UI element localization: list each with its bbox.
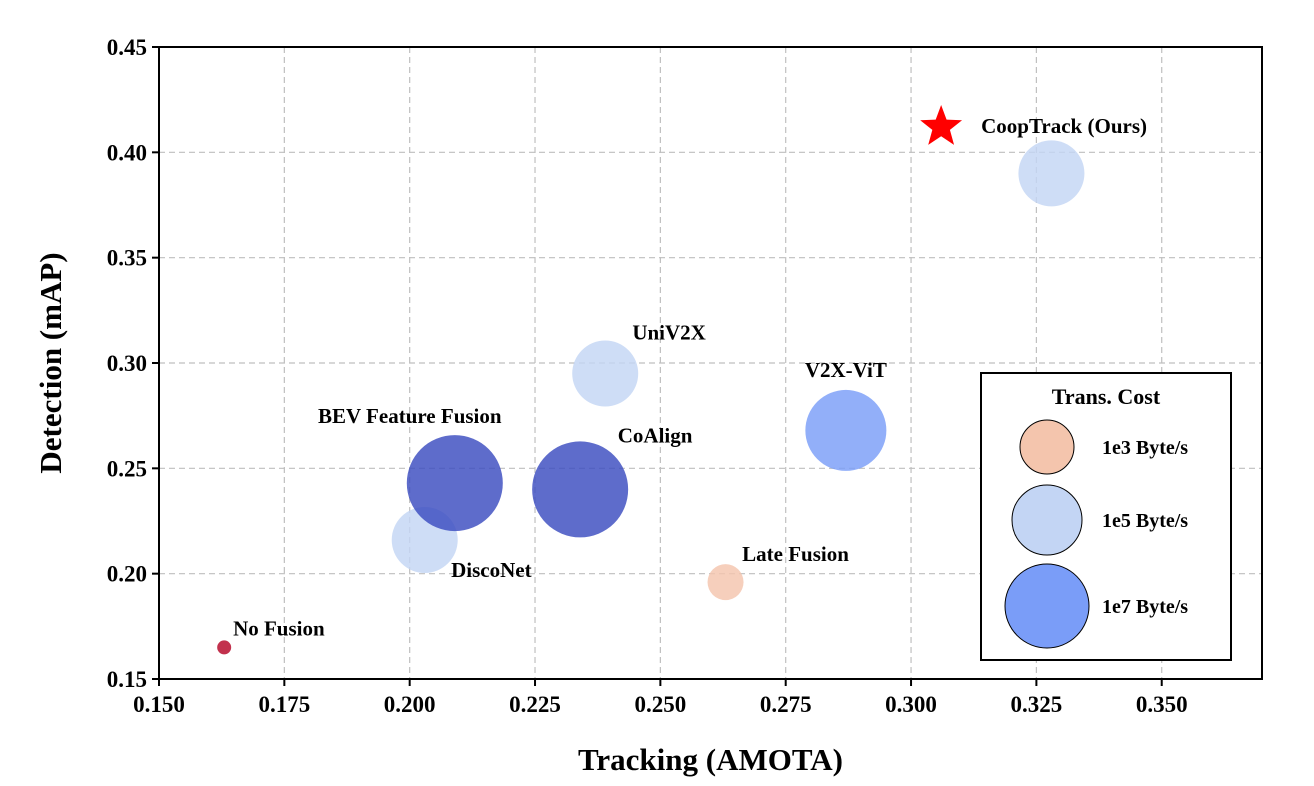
point-label: CoopTrack (Ours) xyxy=(981,114,1147,138)
x-tick-label: 0.250 xyxy=(634,692,686,717)
x-tick-label: 0.150 xyxy=(133,692,185,717)
legend-swatch xyxy=(1011,484,1083,556)
x-tick-label: 0.350 xyxy=(1136,692,1188,717)
point-bubble xyxy=(707,564,744,601)
point-bubble xyxy=(805,389,887,471)
point-label: BEV Feature Fusion xyxy=(318,404,502,428)
x-tick-label: 0.275 xyxy=(760,692,812,717)
y-tick-label: 0.25 xyxy=(107,456,147,481)
y-tick-label: 0.35 xyxy=(107,246,147,271)
point-label: UniV2X xyxy=(632,320,706,344)
point-label: No Fusion xyxy=(233,616,325,640)
point-label: Late Fusion xyxy=(742,542,849,566)
grid-lines xyxy=(159,47,1262,679)
y-tick-label: 0.45 xyxy=(107,35,147,60)
star-marker xyxy=(920,105,963,145)
point-label: V2X-ViT xyxy=(805,358,887,382)
y-tick-label: 0.40 xyxy=(107,140,147,165)
y-tick-label: 0.30 xyxy=(107,351,147,376)
legend: Trans. Cost 1e3 Byte/s 1e5 Byte/s 1e7 Byte… xyxy=(980,372,1232,661)
x-tick-label: 0.200 xyxy=(384,692,436,717)
point-bubble xyxy=(406,435,503,532)
y-tick-label: 0.15 xyxy=(107,667,147,692)
x-axis-ticks: 0.150 0.175 0.200 0.225 0.250 0.275 0.300 0.325… xyxy=(133,679,1188,717)
y-tick-label: 0.20 xyxy=(107,562,147,587)
point-bubble xyxy=(532,441,629,538)
x-tick-label: 0.325 xyxy=(1011,692,1063,717)
x-tick-label: 0.300 xyxy=(885,692,937,717)
y-axis-label: Detection (mAP) xyxy=(33,252,68,473)
x-tick-label: 0.225 xyxy=(509,692,561,717)
legend-title: Trans. Cost xyxy=(1052,384,1161,409)
legend-entry-label: 1e3 Byte/s xyxy=(1102,437,1188,459)
point-bubble xyxy=(1018,140,1085,207)
point-labels: No Fusion DiscoNet BEV Feature Fusion CoAli… xyxy=(233,114,1147,640)
point-bubble xyxy=(572,340,639,407)
point-label: DiscoNet xyxy=(451,558,531,582)
data-points xyxy=(217,105,1085,655)
x-tick-label: 0.175 xyxy=(258,692,310,717)
legend-entry-label: 1e5 Byte/s xyxy=(1102,510,1188,532)
legend-entry-label: 1e7 Byte/s xyxy=(1102,596,1188,618)
legend-swatch xyxy=(1004,563,1090,649)
x-axis-label: Tracking (AMOTA) xyxy=(578,742,843,777)
point-label: CoAlign xyxy=(618,424,693,448)
y-axis-ticks: 0.15 0.20 0.25 0.30 0.35 0.40 0.45 xyxy=(107,35,159,692)
legend-swatch xyxy=(1019,419,1075,475)
point-bubble xyxy=(217,640,232,655)
